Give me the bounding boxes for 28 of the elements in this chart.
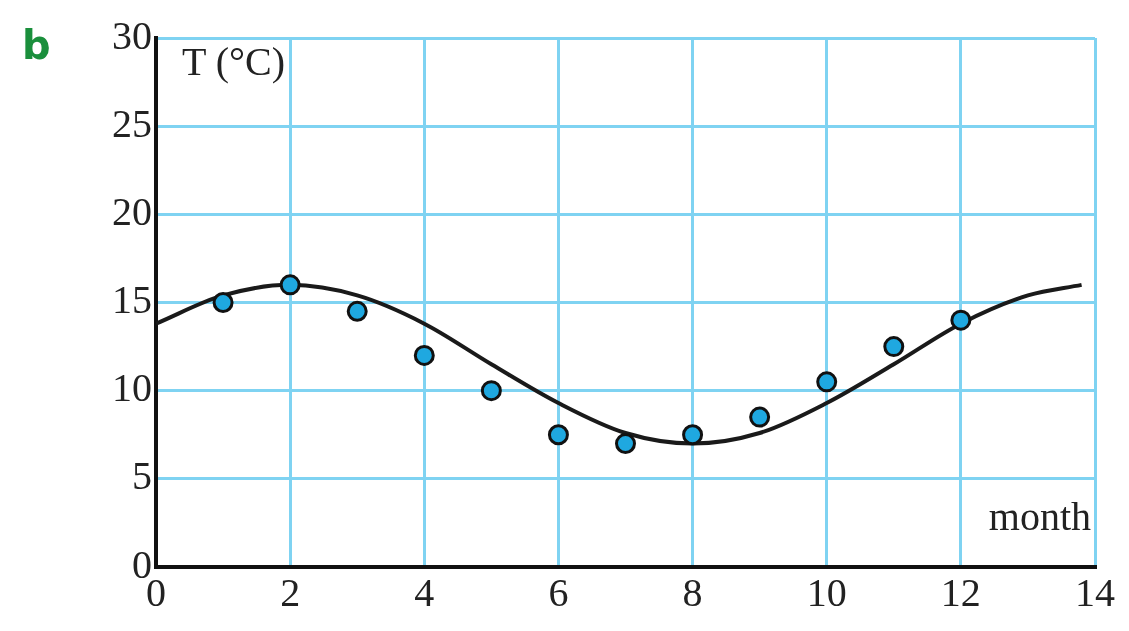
point bbox=[346, 300, 368, 322]
y-tick-label: 5 bbox=[132, 453, 152, 499]
x-tick-label: 8 bbox=[682, 569, 703, 615]
point bbox=[816, 371, 838, 393]
point bbox=[950, 309, 972, 331]
x-tick-label: 6 bbox=[548, 569, 569, 615]
y-tick-label: 20 bbox=[112, 188, 152, 234]
y-tick-label: 25 bbox=[112, 100, 152, 146]
point bbox=[615, 433, 636, 455]
point bbox=[413, 344, 435, 366]
y-tick-label: 30 bbox=[112, 12, 152, 58]
point bbox=[212, 292, 234, 313]
point bbox=[480, 380, 502, 402]
x-tick-label: 12 bbox=[940, 569, 981, 615]
x-tick-label: 10 bbox=[806, 569, 847, 615]
x-axis-title: month bbox=[988, 493, 1091, 539]
y-tick-label: 10 bbox=[112, 365, 152, 411]
point bbox=[749, 406, 771, 428]
point bbox=[883, 336, 905, 358]
point bbox=[279, 274, 301, 296]
point bbox=[682, 424, 704, 446]
x-tick-label: 2 bbox=[280, 569, 301, 615]
y-axis-title: T (°C) bbox=[182, 38, 286, 84]
text: b bbox=[22, 22, 51, 68]
point bbox=[547, 424, 569, 446]
x-tick-label: 14 bbox=[1075, 569, 1115, 615]
y-tick-label: 15 bbox=[112, 277, 152, 322]
x-tick-label: 4 bbox=[414, 569, 435, 615]
